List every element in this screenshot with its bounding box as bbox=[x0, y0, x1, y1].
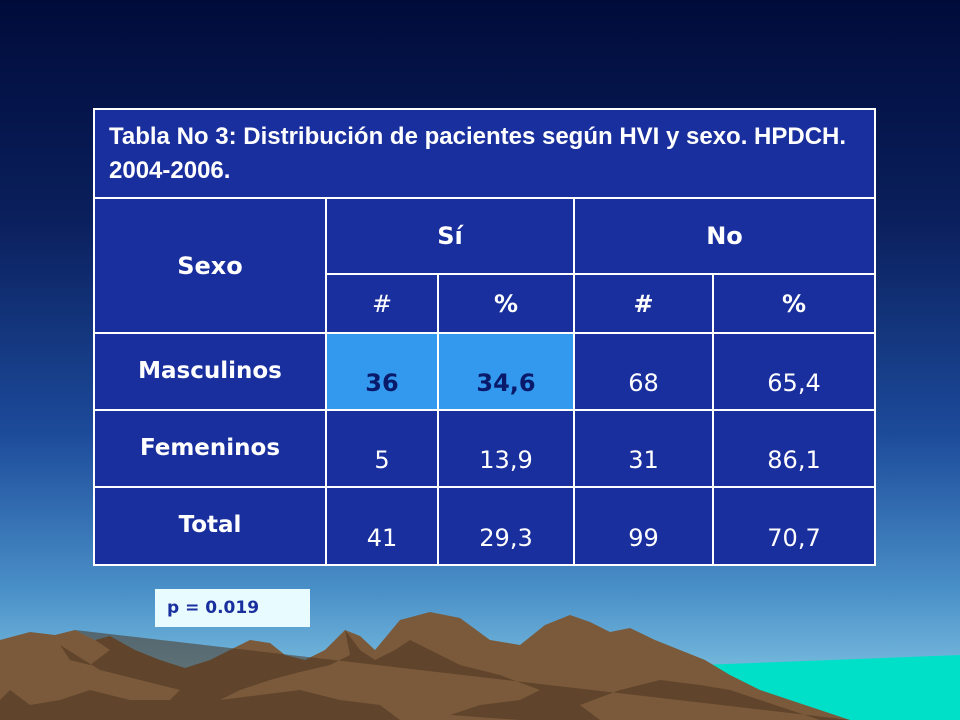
table-container: Tabla No 3: Distribución de pacientes se… bbox=[92, 108, 877, 566]
subheader-no-percent: % bbox=[711, 273, 877, 334]
table-row-femeninos: Femeninos 5 13,9 31 86,1 bbox=[93, 409, 877, 488]
row-label: Femeninos bbox=[93, 409, 327, 488]
cell-si-percent: 34,6 bbox=[437, 332, 575, 411]
p-value-label: p = 0.019 bbox=[155, 589, 310, 627]
subheader-si-percent: % bbox=[437, 273, 575, 334]
cell-si-percent: 29,3 bbox=[437, 486, 575, 566]
header-si: Sí bbox=[325, 197, 575, 275]
header-sexo: Sexo bbox=[93, 197, 327, 334]
mountain-shadow bbox=[0, 630, 850, 720]
cell-si-percent: 13,9 bbox=[437, 409, 575, 488]
cell-si-count: 41 bbox=[325, 486, 439, 566]
data-table: Tabla No 3: Distribución de pacientes se… bbox=[92, 108, 877, 566]
cell-no-count: 31 bbox=[573, 409, 714, 488]
cell-no-count: 68 bbox=[573, 332, 714, 411]
cell-si-count: 5 bbox=[325, 409, 439, 488]
subheader-si-count: # bbox=[325, 273, 439, 334]
cell-no-count: 99 bbox=[573, 486, 714, 566]
subheader-no-count: # bbox=[573, 273, 714, 334]
cell-no-percent: 65,4 bbox=[711, 332, 877, 411]
table-row-total: Total 41 29,3 99 70,7 bbox=[93, 486, 877, 566]
cell-si-count: 36 bbox=[325, 332, 439, 411]
cell-no-percent: 86,1 bbox=[711, 409, 877, 488]
header-no: No bbox=[572, 197, 877, 275]
row-label: Masculinos bbox=[93, 332, 327, 411]
table-title: Tabla No 3: Distribución de pacientes se… bbox=[92, 108, 877, 199]
table-row-masculinos: Masculinos 36 34,6 68 65,4 bbox=[93, 332, 877, 411]
cell-no-percent: 70,7 bbox=[711, 486, 877, 566]
row-label: Total bbox=[93, 486, 327, 566]
